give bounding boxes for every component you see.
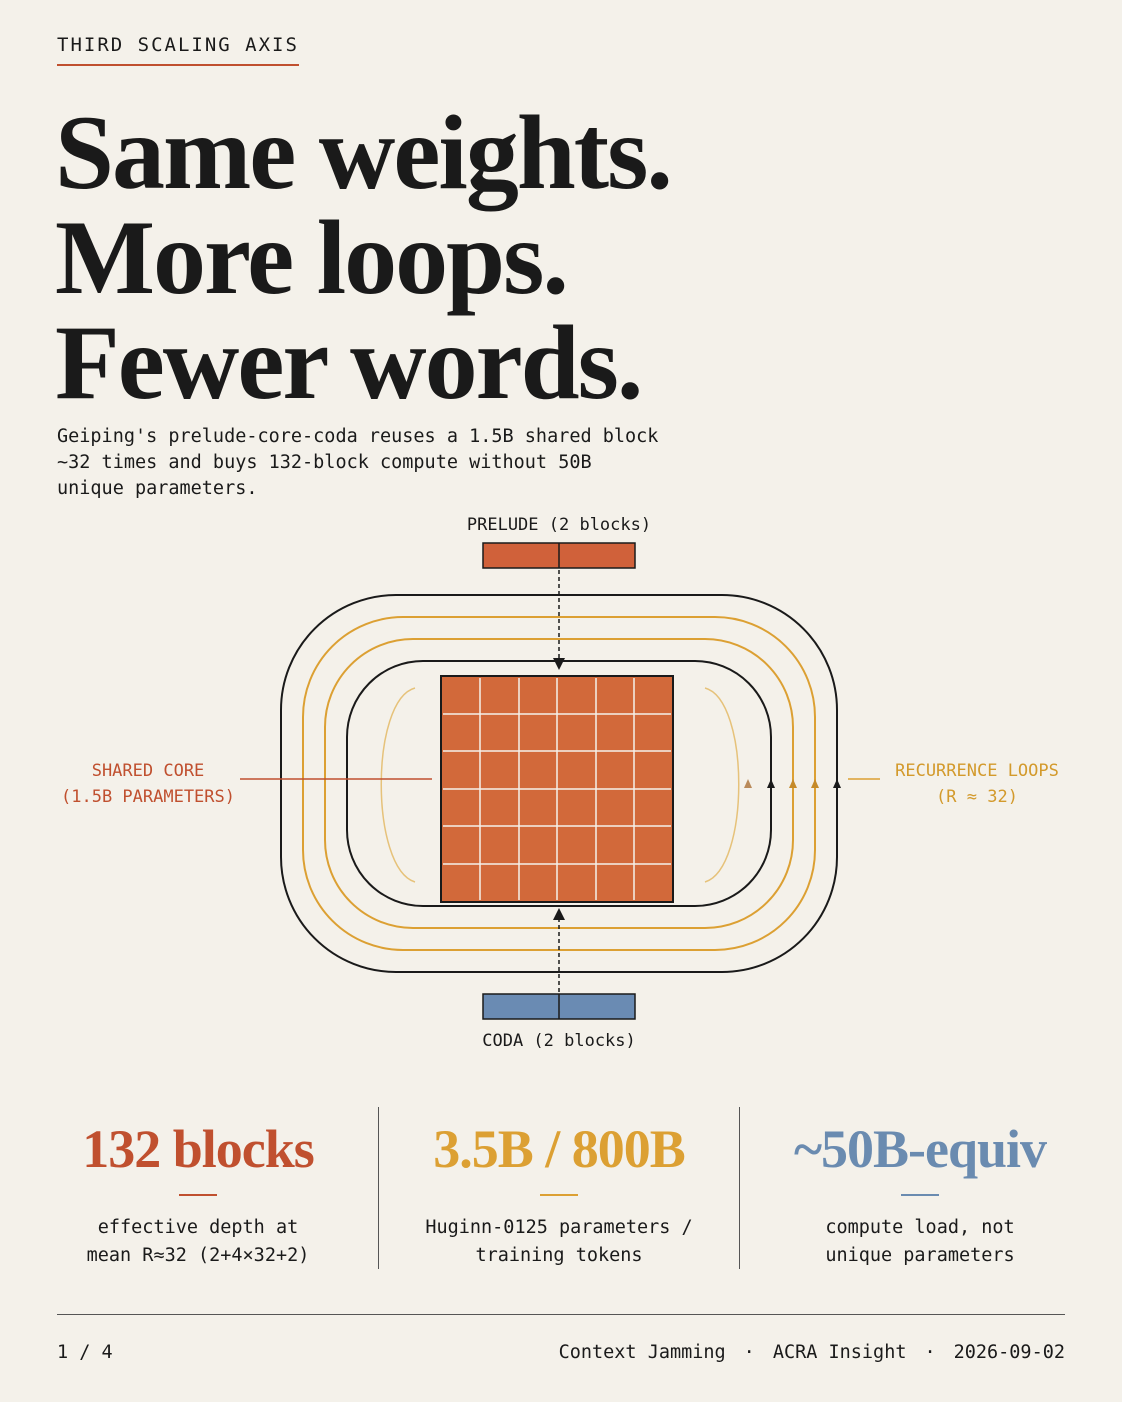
- stat: 132 blocks effective depth at mean R≈32 …: [28, 1118, 368, 1270]
- stat-caption: Huginn-0125 parameters /: [425, 1217, 693, 1238]
- divider: [378, 1107, 379, 1269]
- stat: ~50B-equiv compute load, not unique para…: [750, 1118, 1090, 1270]
- separator: ·: [924, 1342, 936, 1363]
- diagram: PRELUDE (2 blocks) CODA (2 blocks) SHARE…: [61, 515, 1059, 1051]
- credits: Context Jamming · ACRA Insight · 2026-09-0…: [559, 1342, 1065, 1363]
- stat-caption: unique parameters: [825, 1245, 1015, 1266]
- coda-label: CODA (2 blocks): [482, 1031, 636, 1051]
- headline: Same weights.: [55, 94, 673, 211]
- stat-caption: compute load, not: [825, 1217, 1015, 1238]
- core-label: SHARED CORE: [92, 761, 205, 781]
- stat-value: ~50B-equiv: [793, 1119, 1047, 1179]
- deck: Geiping's prelude-core-coda reuses a 1.5…: [57, 426, 659, 447]
- stat-caption: effective depth at: [97, 1217, 299, 1238]
- stat-value: 3.5B / 800B: [433, 1119, 686, 1179]
- headline: Fewer words.: [55, 304, 643, 421]
- prelude-block: [482, 542, 636, 569]
- prelude-label: PRELUDE (2 blocks): [467, 515, 651, 535]
- page-number: 1 / 4: [57, 1342, 113, 1363]
- credit: 2026-09-02: [953, 1342, 1065, 1363]
- loops-label: (R ≈ 32): [936, 787, 1018, 807]
- stat-caption: training tokens: [475, 1245, 643, 1266]
- footer-rule: [57, 1314, 1065, 1315]
- stat-value: 132 blocks: [82, 1119, 315, 1179]
- credit: ACRA Insight: [772, 1342, 907, 1363]
- loop-arrows: [744, 779, 841, 788]
- stat: 3.5B / 800B Huginn-0125 parameters / tra…: [389, 1118, 729, 1270]
- stat-caption: mean R≈32 (2+4×32+2): [86, 1245, 310, 1266]
- shared-core: [440, 675, 674, 903]
- credit: Context Jamming: [558, 1342, 726, 1363]
- kicker: THIRD SCALING AXIS: [57, 34, 299, 66]
- separator: ·: [743, 1342, 755, 1363]
- headline: More loops.: [55, 199, 569, 316]
- stat-rule: [901, 1194, 939, 1196]
- core-label: (1.5B PARAMETERS): [61, 787, 235, 807]
- deck: unique parameters.: [57, 478, 258, 499]
- coda-block: [482, 993, 636, 1020]
- stat-rule: [540, 1194, 578, 1196]
- divider: [739, 1107, 740, 1269]
- deck: ~32 times and buys 132-block compute wit…: [57, 452, 592, 473]
- loops-label: RECURRENCE LOOPS: [895, 761, 1059, 781]
- stat-rule: [179, 1194, 217, 1196]
